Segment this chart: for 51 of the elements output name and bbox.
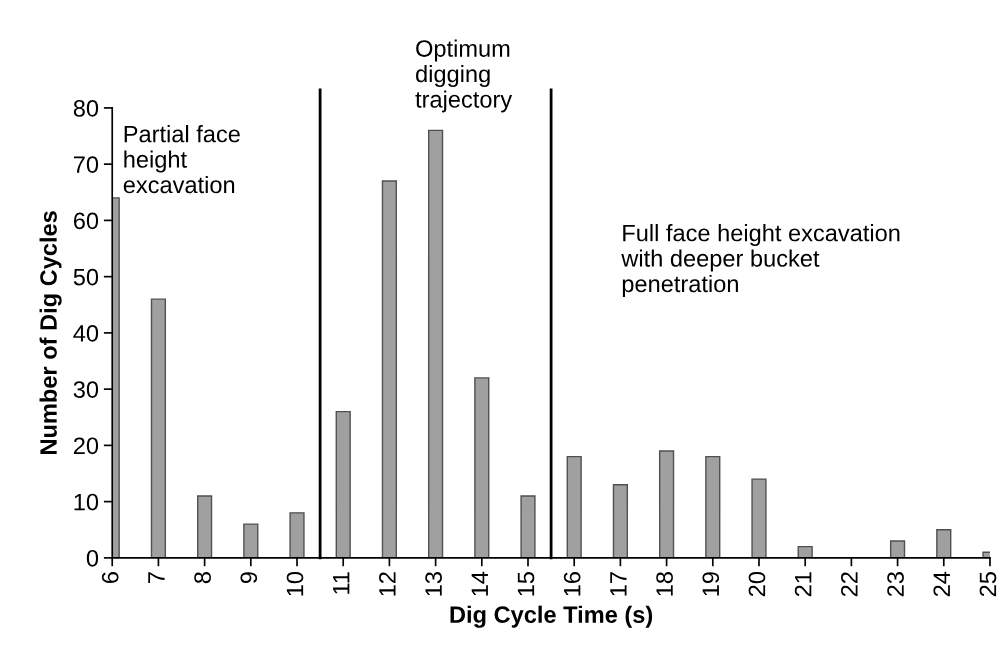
bar <box>381 180 398 558</box>
y-tick-label: 40 <box>73 324 99 342</box>
bar <box>566 455 582 558</box>
bar <box>520 495 536 558</box>
x-tick-label: 16 <box>563 572 581 596</box>
bar <box>658 450 675 558</box>
y-tick-label: 50 <box>73 268 99 286</box>
x-tick-label: 24 <box>933 571 950 597</box>
x-tick-label: 9 <box>240 572 258 584</box>
y-axis-title: Number of Dig Cycles <box>39 211 62 454</box>
x-tick-label: 8 <box>194 572 211 584</box>
x-tick-label: 25 <box>979 572 997 597</box>
x-tick-label: 12 <box>379 572 396 596</box>
x-tick-label: 18 <box>656 572 673 596</box>
x-tick-label: 23 <box>887 572 904 597</box>
bar <box>889 540 906 558</box>
bar <box>936 529 952 558</box>
bar <box>150 298 167 558</box>
x-tick-label: 22 <box>841 572 858 597</box>
bar <box>751 478 767 558</box>
y-tick-label: 80 <box>73 99 99 117</box>
bar <box>289 512 305 558</box>
bar <box>196 495 213 558</box>
annotation: Full face height excavation with deeper bucket penetration <box>621 224 900 297</box>
x-tick-label: 15 <box>517 572 535 596</box>
bar <box>427 129 444 558</box>
x-tick-label: 10 <box>286 571 304 596</box>
bar <box>243 523 259 558</box>
y-tick-label: 60 <box>73 212 99 230</box>
x-tick-label: 6 <box>101 572 119 583</box>
bar <box>335 410 351 558</box>
x-tick-label: 13 <box>425 572 442 596</box>
bar <box>797 545 813 558</box>
x-tick-label: 11 <box>333 572 350 594</box>
x-tick-label: 19 <box>702 572 720 596</box>
x-tick-label: 14 <box>471 571 488 596</box>
x-axis-title: Dig Cycle Time (s) <box>450 605 653 628</box>
x-tick-label: 7 <box>148 572 165 583</box>
y-tick-label: 10 <box>74 493 99 511</box>
x-tick-label: 17 <box>610 572 627 596</box>
y-tick-label: 0 <box>86 549 99 567</box>
x-tick-label: 21 <box>794 572 812 597</box>
y-tick-label: 30 <box>73 381 99 398</box>
annotation: Partial face height excavation <box>123 125 240 194</box>
bar <box>612 484 629 558</box>
x-tick-label: 20 <box>748 571 766 597</box>
bar <box>474 377 490 558</box>
y-tick-label: 20 <box>73 437 99 455</box>
annotation: Optimum digging trajectory <box>415 39 513 113</box>
bar <box>705 455 721 558</box>
y-tick-label: 70 <box>73 156 99 173</box>
